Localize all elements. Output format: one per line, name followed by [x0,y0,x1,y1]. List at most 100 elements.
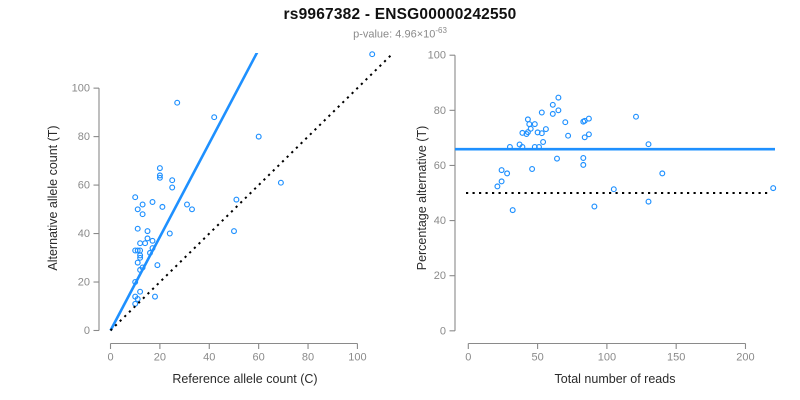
data-point [531,121,538,128]
data-point [152,293,158,300]
data-point [633,113,639,120]
data-point [509,207,516,214]
x-tick-label: 40 [203,352,215,364]
data-point [134,247,141,254]
data-point [149,237,156,244]
data-point [144,235,151,242]
data-point [137,288,144,295]
data-point [134,206,141,213]
data-point [498,167,505,174]
x-tick-label: 100 [348,352,366,364]
data-point [580,161,587,168]
data-point [166,230,173,237]
p-value-exponent: -63 [435,26,447,35]
data-point [540,139,547,145]
data-point [137,252,144,259]
data-point [154,262,161,269]
x-tick-label: 100 [598,352,616,364]
left-y-axis-title: Alternative allele count (T) [46,125,60,271]
data-point [554,155,560,162]
p-value-mantissa: 4.96×10 [395,28,436,41]
data-point [581,134,588,141]
data-points [132,51,376,307]
data-point [169,177,176,184]
right-y-axis-title: Percentage alternative (T) [415,125,429,271]
data-point [659,170,666,177]
data-point [562,119,569,126]
p-value-label: p-value: [353,28,396,41]
data-point [580,118,587,125]
data-points [494,94,777,214]
data-point [580,155,587,161]
data-point [137,254,144,261]
x-tick-label: 60 [253,352,265,364]
data-point [137,240,144,247]
data-point [498,178,505,185]
data-point [538,130,545,137]
x-tick-label: 50 [531,352,543,364]
y-tick-label: 20 [78,277,90,289]
right-panel: 0 50 100 150 200 0 20 40 60 80 100 [428,50,777,364]
data-point [549,110,556,117]
data-point [591,203,598,210]
y-tick-label: 0 [84,325,90,337]
y-tick-label: 40 [434,215,446,227]
data-point [277,179,284,186]
data-point [169,184,176,191]
data-point [156,172,163,179]
y-tick-label: 80 [78,131,90,143]
y-tick-label: 0 [440,325,446,337]
page-title: rs9967382 - ENSG00000242550 [283,6,517,23]
identity-line [109,53,391,332]
x-tick-label: 0 [465,352,471,364]
data-point [189,206,195,213]
data-point [211,114,218,121]
data-point [555,107,562,114]
y-tick-label: 40 [78,228,90,240]
data-point [494,183,501,190]
y-tick-label: 100 [428,50,446,62]
data-point [770,185,777,192]
right-x-axis-title: Total number of reads [554,372,676,386]
fitted-ratio-line [109,53,259,332]
data-point [134,225,141,232]
left-x-axis-title: Reference allele count (C) [172,372,318,386]
reference-lines [109,53,391,332]
x-tick-label: 150 [667,352,685,364]
p-value-subtitle: p-value: 4.96×10-63 [0,26,800,41]
data-point [585,131,592,138]
data-point [526,121,533,128]
left-panel: 0 20 40 60 80 100 0 20 40 60 80 100 [72,51,391,364]
data-point [549,101,556,108]
data-point [524,116,531,123]
data-point [529,166,536,172]
y-tick-label: 80 [434,105,446,117]
data-point [565,132,572,139]
data-point [645,198,652,205]
data-point [156,165,163,172]
data-point [174,99,181,106]
data-point [542,126,549,133]
y-tick-label: 60 [78,180,90,192]
data-point [610,186,617,193]
y-tick-label: 100 [72,83,90,95]
y-tick-label: 60 [434,160,446,172]
data-point [149,199,156,205]
x-tick-label: 80 [302,352,314,364]
y-tick-label: 20 [434,270,446,282]
data-point [156,174,163,181]
data-point [369,51,376,58]
data-point [504,170,511,177]
x-tick-label: 200 [736,352,754,364]
data-point [555,94,562,101]
data-point [519,129,526,136]
data-point [142,240,149,247]
data-point [134,259,141,266]
x-tick-label: 20 [154,352,166,364]
data-point [132,194,139,201]
data-point [233,196,240,203]
data-point [524,129,531,136]
x-tick-label: 0 [107,352,113,364]
data-point [184,201,190,208]
